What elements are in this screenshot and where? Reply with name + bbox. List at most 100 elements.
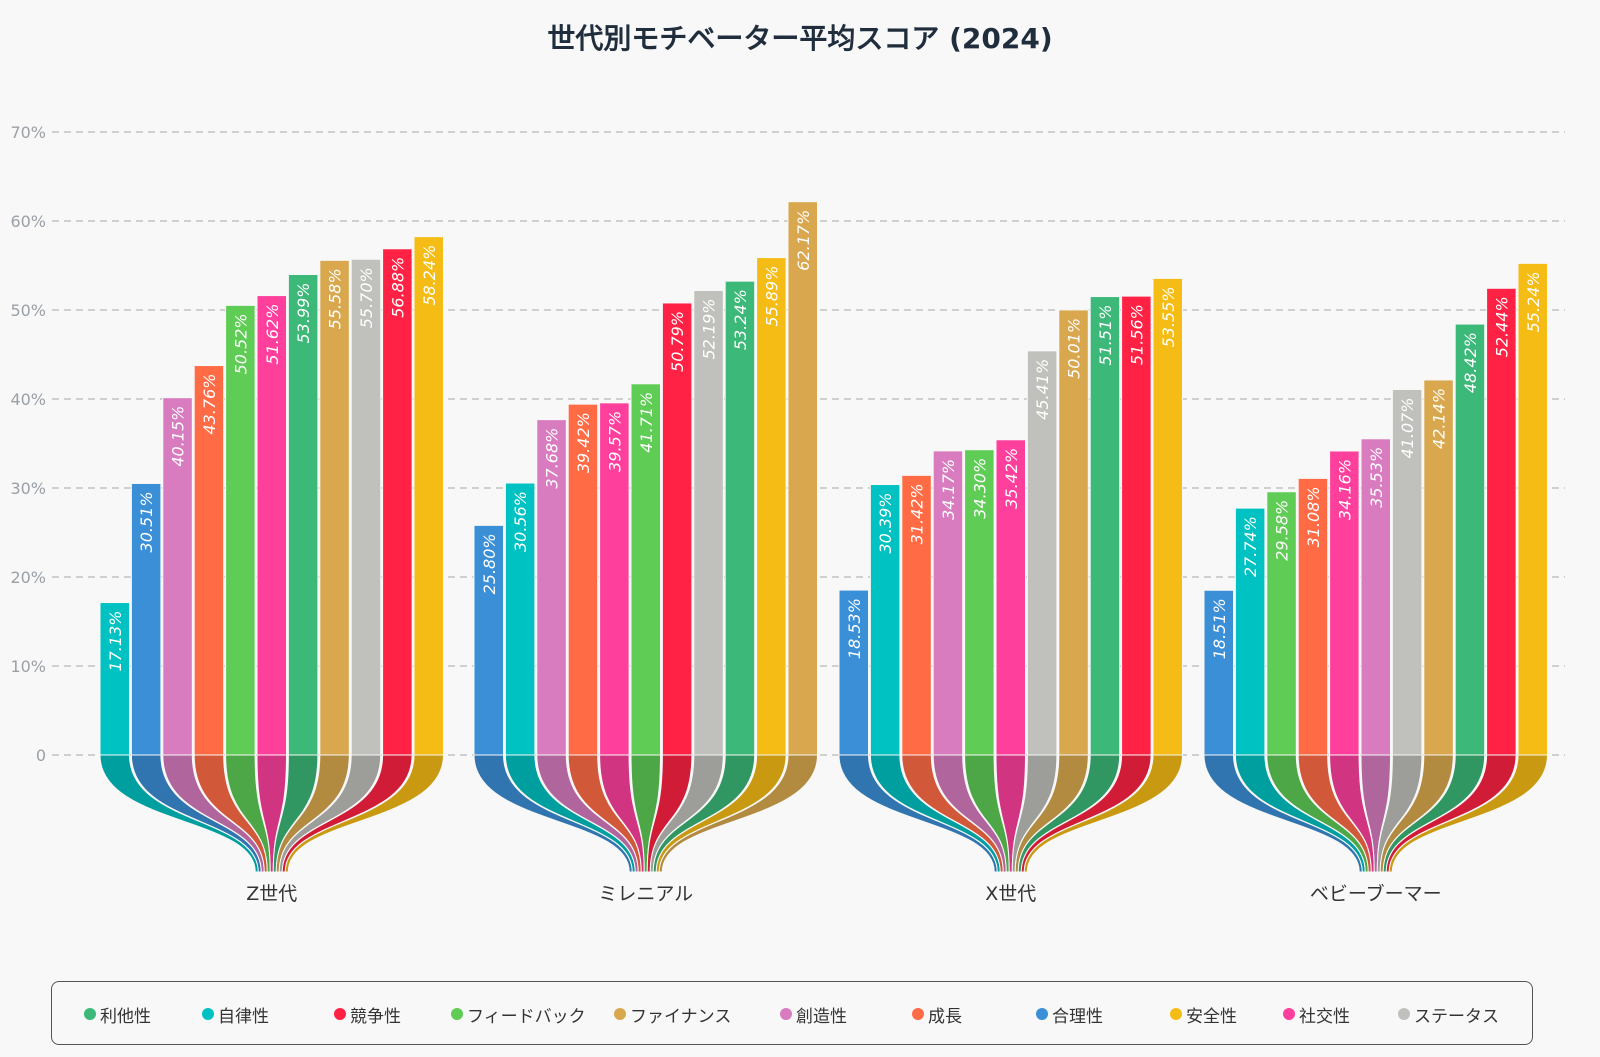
- legend-label: 安全性: [1186, 1006, 1237, 1027]
- funnel-bases: [99, 754, 1549, 873]
- legend-item[interactable]: 利他性: [84, 982, 151, 1046]
- y-tick-label: 50%: [10, 301, 46, 320]
- legend-swatch: [1283, 1008, 1295, 1020]
- funnel-band: [473, 754, 633, 873]
- bar: [1234, 507, 1266, 756]
- bar-value-label: 39.57%: [605, 411, 624, 472]
- legend-item[interactable]: 成長: [912, 982, 962, 1046]
- bar: [1152, 277, 1183, 756]
- bar-value-label: 37.68%: [543, 428, 562, 489]
- bar: [1454, 323, 1486, 756]
- y-tick-label: 70%: [10, 123, 46, 142]
- bar-value-label: 51.56%: [1127, 304, 1146, 365]
- bar: [567, 403, 599, 756]
- bar: [162, 397, 193, 756]
- category-label: Z世代: [246, 883, 297, 905]
- bar-value-label: 31.42%: [908, 483, 927, 544]
- bar: [995, 439, 1026, 756]
- y-tick-label: 60%: [10, 212, 46, 231]
- funnel-band: [284, 754, 445, 873]
- legend-label: ステータス: [1414, 1006, 1499, 1027]
- y-tick-label: 40%: [10, 390, 46, 409]
- legend-item[interactable]: フィードバック: [451, 982, 586, 1046]
- legend-item[interactable]: 創造性: [780, 982, 847, 1046]
- bar-value-label: 34.30%: [970, 458, 989, 519]
- funnel-band: [1329, 754, 1375, 873]
- legend-swatch: [334, 1008, 346, 1020]
- bar-value-label: 25.80%: [480, 533, 499, 594]
- bar: [504, 482, 536, 756]
- bar-value-label: 30.51%: [137, 491, 156, 552]
- legend-label: 自律性: [218, 1006, 269, 1027]
- legend-item[interactable]: 社交性: [1283, 982, 1350, 1046]
- bar: [99, 602, 130, 756]
- bar-value-label: 40.15%: [169, 406, 188, 467]
- bar: [693, 290, 724, 756]
- funnel-band: [99, 754, 259, 873]
- legend-item[interactable]: 自律性: [202, 982, 269, 1046]
- legend-swatch: [1398, 1008, 1410, 1020]
- bar-value-label: 39.42%: [574, 412, 593, 473]
- funnel-band: [964, 754, 1010, 873]
- category-label: ミレニアル: [598, 883, 693, 905]
- bar-value-label: 50.52%: [231, 313, 250, 374]
- bar: [724, 280, 756, 756]
- bar: [1026, 350, 1058, 756]
- y-tick-label: 10%: [10, 657, 46, 676]
- category-labels: Z世代 ミレニアル X世代 ベビーブーマー: [246, 882, 1441, 905]
- bar: [1266, 491, 1297, 756]
- bar: [473, 524, 504, 756]
- legend-item[interactable]: ファイナンス: [614, 982, 731, 1046]
- legend-swatch: [1036, 1008, 1048, 1020]
- funnel-band: [1023, 754, 1184, 873]
- bar: [630, 383, 661, 756]
- legend-label: 創造性: [796, 1006, 847, 1027]
- category-label: X世代: [985, 883, 1036, 905]
- bar-value-label: 50.01%: [1065, 318, 1084, 379]
- bar-chart: 世代別モチベーター平均スコア (2024) 0 10% 20% 30% 40% 50% 60…: [10, 22, 1565, 905]
- bar-value-label: 31.08%: [1304, 486, 1323, 547]
- legend-swatch: [780, 1008, 792, 1020]
- category-label: ベビーブーマー: [1310, 882, 1442, 905]
- bar: [1058, 309, 1089, 756]
- bar-value-label: 45.41%: [1033, 359, 1052, 420]
- legend-swatch: [614, 1008, 626, 1020]
- bar: [1089, 296, 1121, 756]
- bar: [932, 450, 964, 756]
- bar-value-label: 51.62%: [263, 304, 282, 365]
- bar-value-label: 56.88%: [388, 257, 407, 318]
- bar-value-label: 53.55%: [1159, 286, 1178, 347]
- legend-item[interactable]: ステータス: [1398, 982, 1499, 1046]
- bar-value-label: 58.24%: [420, 245, 439, 306]
- legend-item[interactable]: 安全性: [1170, 982, 1237, 1046]
- bar-value-label: 41.71%: [637, 392, 656, 453]
- legend-item[interactable]: 合理性: [1036, 982, 1103, 1046]
- funnel-band: [599, 754, 645, 873]
- y-tick-label: 30%: [10, 479, 46, 498]
- legend-item[interactable]: 競争性: [334, 982, 401, 1046]
- bar-value-label: 29.58%: [1273, 500, 1292, 561]
- bar: [413, 236, 444, 756]
- legend-label: 競争性: [350, 1006, 401, 1027]
- legend-swatch: [202, 1008, 214, 1020]
- legend-swatch: [84, 1008, 96, 1020]
- bar-value-label: 27.74%: [1241, 516, 1260, 577]
- bar-value-label: 62.17%: [794, 210, 813, 271]
- bar: [661, 302, 693, 756]
- bar-value-label: 17.13%: [106, 611, 125, 672]
- bar: [756, 257, 787, 756]
- bar: [1486, 287, 1517, 756]
- funnel-band: [1203, 754, 1363, 873]
- bar: [536, 419, 567, 756]
- bar-value-label: 53.99%: [294, 282, 313, 343]
- bar-value-label: 53.24%: [731, 289, 750, 350]
- funnel-band: [1388, 754, 1549, 873]
- bar: [287, 273, 319, 756]
- bar: [1203, 589, 1234, 756]
- funnel-band: [225, 754, 271, 873]
- bar: [1360, 438, 1391, 756]
- bars: [99, 201, 1548, 756]
- bar: [869, 484, 901, 756]
- bar-value-label: 55.24%: [1524, 271, 1543, 332]
